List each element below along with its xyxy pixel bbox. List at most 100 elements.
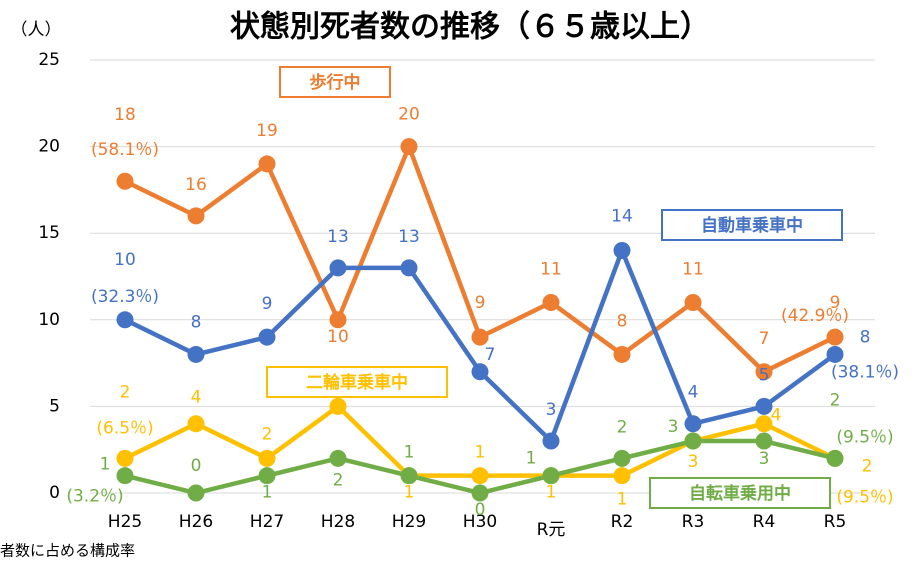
- point: [755, 363, 773, 381]
- data-label: 4: [191, 388, 202, 408]
- data-label: 9: [830, 293, 841, 313]
- data-label: 20: [398, 105, 420, 125]
- x-tick-label: R3: [682, 512, 705, 532]
- x-tick-label: H30: [463, 512, 497, 532]
- legend-box: [661, 209, 843, 241]
- share-label: (9.5％): [836, 427, 893, 447]
- point: [613, 242, 631, 260]
- point: [613, 449, 631, 467]
- data-label: 10: [327, 327, 349, 347]
- point: [684, 415, 702, 433]
- data-label: 1: [404, 483, 415, 503]
- point: [329, 449, 347, 467]
- point: [826, 345, 844, 363]
- share-label: (3.2％): [66, 487, 123, 507]
- data-label: 2: [862, 456, 873, 476]
- data-label: 11: [540, 259, 562, 279]
- x-tick-label: H28: [321, 512, 355, 532]
- x-tick-label: H27: [250, 512, 284, 532]
- data-label: 19: [256, 121, 278, 141]
- x-tick-label: H25: [108, 512, 142, 532]
- point: [613, 467, 631, 485]
- legend-label: 自転車乗用中: [689, 483, 791, 504]
- point: [329, 397, 347, 415]
- point: [329, 311, 347, 329]
- point: [258, 328, 276, 346]
- data-label: 3: [668, 417, 679, 437]
- data-label: 4: [771, 406, 782, 426]
- point: [613, 345, 631, 363]
- y-axis-label: （人）: [11, 20, 62, 40]
- data-label: 7: [759, 329, 770, 349]
- footnote: 者数に占める構成率: [0, 542, 135, 560]
- legend-label: 二輪車乗車中: [306, 372, 408, 393]
- point: [755, 415, 773, 433]
- data-label: 1: [546, 483, 557, 503]
- data-label: 18: [114, 105, 136, 125]
- data-label: 7: [485, 345, 496, 365]
- x-tick-label: H29: [392, 512, 426, 532]
- data-label: 8: [617, 311, 628, 331]
- y-tick-label: 10: [38, 310, 60, 330]
- point: [400, 467, 418, 485]
- point: [258, 449, 276, 467]
- data-label: 14: [611, 207, 633, 227]
- data-label: 1: [526, 449, 537, 469]
- data-label: 1: [100, 455, 111, 475]
- y-tick-label: 5: [49, 396, 60, 416]
- data-label: 10: [114, 250, 136, 270]
- point: [755, 432, 773, 450]
- share-label: (42.9％): [781, 306, 849, 326]
- share-label: (58.1％): [91, 140, 159, 160]
- point: [755, 397, 773, 415]
- share-label: (9.5％): [836, 487, 893, 507]
- y-tick-label: 0: [49, 483, 60, 503]
- y-tick-label: 20: [38, 137, 60, 157]
- data-label: 9: [262, 294, 273, 314]
- data-label: 1: [262, 483, 273, 503]
- data-label: 16: [185, 175, 207, 195]
- data-label: 0: [191, 456, 202, 476]
- legend-box: [279, 66, 391, 98]
- data-label: 5: [759, 365, 770, 385]
- data-label: 8: [191, 312, 202, 332]
- share-label: (38.1％): [831, 362, 899, 382]
- point: [187, 207, 205, 225]
- point: [116, 311, 134, 329]
- point: [542, 293, 560, 311]
- data-label: 13: [398, 227, 420, 247]
- data-label: 2: [262, 424, 273, 444]
- point: [542, 467, 560, 485]
- x-tick-label: R2: [611, 512, 634, 532]
- series-line: [124, 248, 837, 444]
- x-tick-label: H26: [179, 512, 213, 532]
- point: [542, 432, 560, 450]
- data-label: 4: [688, 383, 699, 403]
- point: [471, 363, 489, 381]
- point: [684, 293, 702, 311]
- share-label: (32.3％): [91, 287, 159, 307]
- data-label: 11: [682, 259, 704, 279]
- x-tick-label: R元: [537, 520, 566, 540]
- point: [116, 449, 134, 467]
- point: [258, 467, 276, 485]
- legend-label: 自動車乗車中: [701, 215, 803, 236]
- share-label: (6.5％): [96, 418, 153, 438]
- data-label: 3: [759, 449, 770, 469]
- chart-title: 状態別死者数の推移（６５歳以上）: [230, 10, 710, 45]
- legend-box: [266, 366, 448, 398]
- data-label: 3: [546, 400, 557, 420]
- data-label: 2: [333, 470, 344, 490]
- point: [187, 415, 205, 433]
- point: [471, 328, 489, 346]
- data-label: 2: [120, 382, 131, 402]
- y-tick-label: 25: [38, 50, 60, 70]
- point: [684, 432, 702, 450]
- legend-label: 歩行中: [310, 72, 361, 93]
- data-label: 1: [617, 490, 628, 510]
- point: [400, 259, 418, 277]
- point: [471, 484, 489, 502]
- point: [116, 172, 134, 190]
- data-label: 3: [688, 452, 699, 472]
